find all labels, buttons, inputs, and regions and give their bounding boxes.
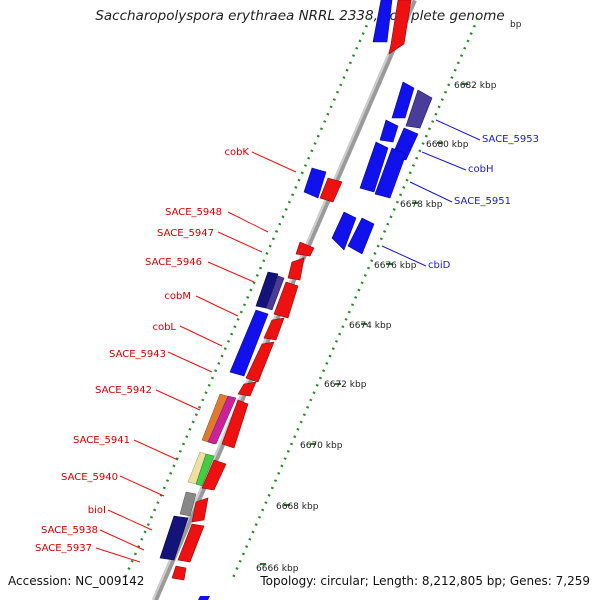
label-cobL[interactable]: cobL — [152, 322, 176, 333]
label-cobK[interactable]: cobK — [224, 147, 249, 158]
gene-SACE_5943-a[interactable] — [263, 317, 285, 341]
label-SACE_5947[interactable]: SACE_5947 — [157, 228, 214, 239]
left-label-connectors — [95, 151, 297, 563]
tick-label-6680: 6680 kbp — [426, 140, 469, 150]
gene-partial-top-reverse[interactable] — [372, 0, 393, 43]
tick-mark — [284, 504, 290, 506]
label-SACE_5953[interactable]: SACE_5953 — [482, 134, 539, 145]
gene-SACE_5951-b[interactable] — [374, 147, 407, 199]
gene-SACE_5938[interactable] — [159, 515, 189, 561]
label-SACE_5946[interactable]: SACE_5946 — [145, 257, 202, 268]
tick-mark — [462, 83, 468, 85]
gene-SACE_5942-a[interactable] — [237, 381, 257, 397]
gene-cobM[interactable] — [273, 281, 299, 319]
gene-bioI-a[interactable] — [179, 491, 197, 517]
gene-cobL[interactable] — [229, 309, 269, 377]
gene-cbiD-b[interactable] — [347, 217, 375, 255]
tick-marks — [260, 83, 468, 565]
label-SACE_5948[interactable]: SACE_5948 — [165, 207, 222, 218]
label-SACE_5941[interactable]: SACE_5941 — [73, 435, 130, 446]
gene-SACE_5948[interactable] — [295, 241, 315, 257]
tick-mark — [335, 383, 341, 385]
tick-label-6682: 6682 kbp — [454, 81, 497, 91]
tick-label-6676: 6676 kbp — [374, 261, 417, 271]
tick-label-top: bp — [510, 20, 522, 30]
label-SACE_5942[interactable]: SACE_5942 — [95, 385, 152, 396]
gene-SACE_5951-a[interactable] — [359, 141, 389, 193]
tick-label-6670: 6670 kbp — [300, 441, 343, 451]
tick-label-6668: 6668 kbp — [276, 502, 319, 512]
gene-SACE_5942-d[interactable] — [221, 399, 249, 449]
topology-text: Topology: circular; Length: 8,212,805 bp… — [260, 574, 590, 588]
tick-mark — [361, 323, 367, 325]
gene-partial-top-forward[interactable] — [388, 0, 412, 55]
tick-label-6666: 6666 kbp — [256, 564, 299, 574]
gene-SACE_5942-c[interactable] — [207, 395, 237, 445]
tick-label-6672: 6672 kbp — [324, 380, 367, 390]
gene-SACE_5943-b[interactable] — [245, 341, 275, 383]
gene-partial-bottom[interactable] — [198, 596, 210, 600]
tick-label-6674: 6674 kbp — [349, 321, 392, 331]
gene-SACE_5947[interactable] — [287, 257, 305, 281]
gene-SACE_5946-b[interactable] — [265, 275, 285, 311]
gene-SACE_5941-b[interactable] — [195, 453, 215, 487]
gene-cobH-a[interactable] — [379, 119, 399, 143]
right-label-connectors — [381, 119, 481, 267]
label-cobM[interactable]: cobM — [164, 291, 191, 302]
label-bioI[interactable]: bioI — [88, 505, 106, 516]
label-SACE_5938[interactable]: SACE_5938 — [41, 525, 98, 536]
gene-SACE_5937-b[interactable] — [171, 565, 187, 581]
tick-label-6678: 6678 kbp — [400, 200, 443, 210]
gene-bioI-b[interactable] — [191, 497, 209, 523]
label-SACE_5943[interactable]: SACE_5943 — [109, 349, 166, 360]
tick-mark — [310, 443, 316, 445]
gene-SACE_5953-b[interactable] — [405, 89, 433, 129]
gene-cobK-b[interactable] — [319, 177, 343, 203]
accession-text: Accession: NC_009142 — [8, 574, 145, 588]
label-cobH[interactable]: cobH — [468, 164, 493, 175]
gene-cobK-a[interactable] — [303, 167, 327, 199]
outer-dotted-track — [122, 17, 372, 581]
label-cbiD[interactable]: cbiD — [428, 260, 451, 271]
gene-SACE_5953-a[interactable] — [391, 81, 415, 119]
tick-mark — [260, 563, 266, 565]
gene-SACE_5940[interactable] — [201, 459, 227, 491]
label-SACE_5940[interactable]: SACE_5940 — [61, 472, 118, 483]
tick-mark — [386, 263, 392, 265]
gene-cbiD-a[interactable] — [331, 211, 357, 251]
tick-mark — [437, 142, 443, 144]
label-SACE_5951[interactable]: SACE_5951 — [454, 196, 511, 207]
label-SACE_5937[interactable]: SACE_5937 — [35, 543, 92, 554]
tick-mark — [412, 202, 418, 204]
gene-SACE_5937-a[interactable] — [177, 523, 205, 563]
